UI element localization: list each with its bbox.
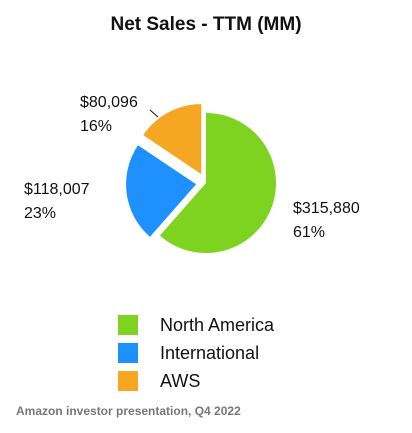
source-note: Amazon investor presentation, Q4 2022 bbox=[16, 404, 241, 418]
slice-percent-label: 16% bbox=[80, 118, 112, 135]
legend-label: International bbox=[160, 342, 260, 363]
legend-item-international: International bbox=[118, 339, 274, 367]
slice-percent-label: 23% bbox=[24, 205, 56, 222]
legend-item-aws: AWS bbox=[118, 367, 274, 395]
pie-chart: $315,880 61% $118,007 23% $80,096 16% bbox=[24, 94, 360, 253]
pie-slice-north-america bbox=[159, 113, 276, 253]
pie-slice-aws bbox=[143, 104, 202, 175]
slice-value-label: $80,096 bbox=[80, 94, 138, 111]
legend-item-north-america: North America bbox=[118, 311, 274, 339]
slice-value-label: $315,880 bbox=[293, 200, 360, 217]
slice-value-label: $118,007 bbox=[24, 181, 90, 198]
leader-line bbox=[149, 109, 159, 118]
slice-percent-label: 61% bbox=[293, 224, 325, 241]
legend-swatch bbox=[118, 371, 138, 391]
legend-label: North America bbox=[160, 314, 275, 335]
legend-swatch bbox=[118, 315, 138, 335]
legend-label: AWS bbox=[160, 370, 201, 391]
legend-swatch bbox=[118, 343, 138, 363]
pie-slice-international bbox=[126, 145, 197, 237]
chart-title: Net Sales - TTM (MM) bbox=[110, 14, 302, 35]
legend: North America International AWS bbox=[118, 311, 274, 395]
